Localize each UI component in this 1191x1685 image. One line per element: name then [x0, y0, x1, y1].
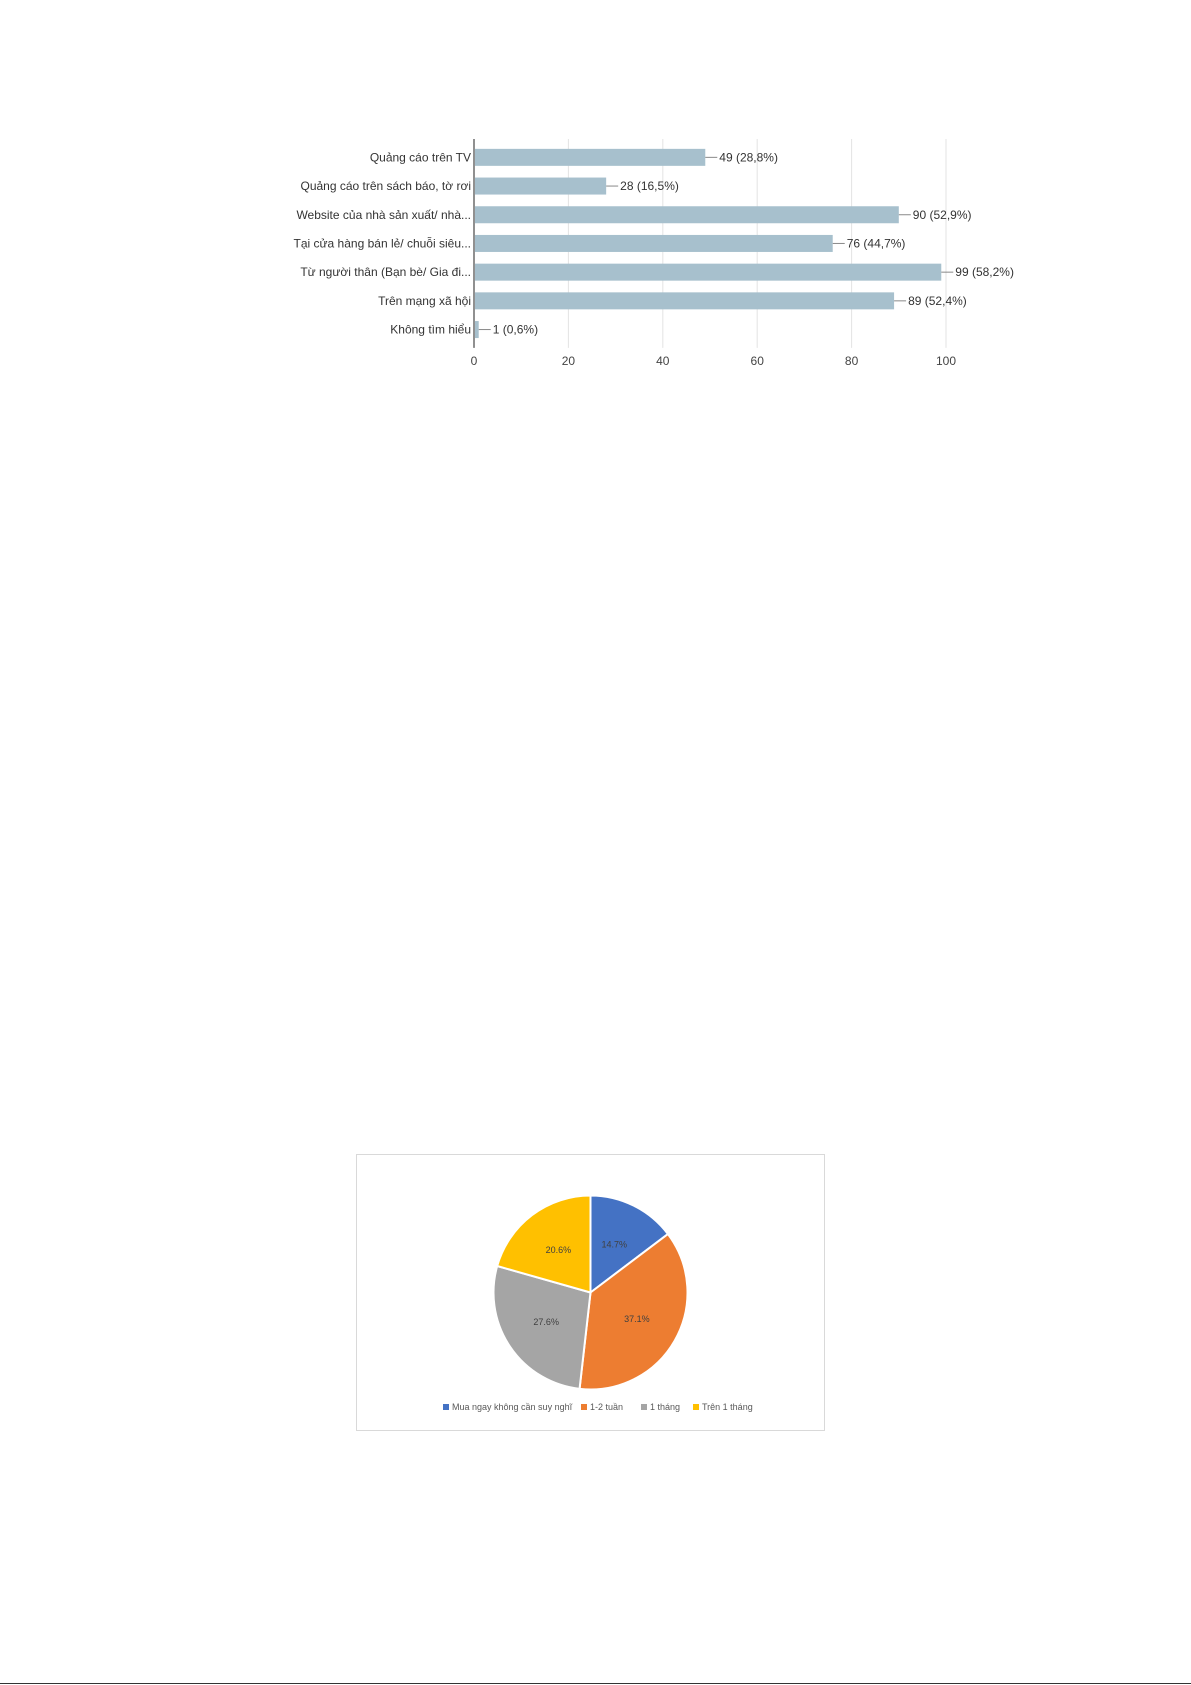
category-label: Tại cửa hàng bán lẻ/ chuỗi siêu... — [294, 235, 471, 250]
legend-swatch — [693, 1404, 699, 1410]
slice-data-label: 14.7% — [602, 1240, 628, 1250]
bar — [475, 292, 895, 310]
bar-chart-svg: 0 20 40 60 80 100 Quảng cáo trên TV 49 (28,8%) Q… — [294, 139, 1014, 368]
bar — [475, 177, 607, 195]
bar — [475, 321, 479, 339]
category-label: Không tìm hiểu — [390, 323, 471, 337]
data-label: 28 (16,5%) — [620, 179, 679, 193]
legend-swatch — [641, 1404, 647, 1410]
x-tick-label: 60 — [751, 354, 765, 368]
legend-label: Trên 1 tháng — [702, 1402, 753, 1412]
data-label: 90 (52,9%) — [913, 208, 972, 222]
legend-label: Mua ngay không cần suy nghĩ — [452, 1402, 573, 1412]
data-label: 49 (28,8%) — [719, 150, 778, 164]
slice-data-label: 37.1% — [624, 1314, 650, 1324]
slice-data-label: 20.6% — [546, 1245, 572, 1255]
bar — [475, 148, 706, 166]
category-label: Website của nhà sản xuất/ nhà... — [296, 208, 471, 222]
bar-chart: 0 20 40 60 80 100 Quảng cáo trên TV 49 (28,8%) Q… — [260, 130, 1020, 390]
bar — [475, 263, 942, 281]
x-tick-label: 0 — [471, 354, 478, 368]
slice-data-label: 27.6% — [533, 1317, 559, 1327]
legend-label: 1-2 tuần — [590, 1402, 623, 1412]
pie-slice — [495, 1194, 592, 1294]
pie-slice — [589, 1194, 670, 1295]
data-label: 76 (44,7%) — [847, 236, 906, 250]
bar — [475, 206, 899, 224]
x-tick-label: 100 — [936, 354, 956, 368]
pie-slice — [492, 1264, 592, 1390]
legend-swatch — [443, 1404, 449, 1410]
x-tick-label: 40 — [656, 354, 670, 368]
pie-slice — [578, 1232, 689, 1391]
x-tick-label: 80 — [845, 354, 859, 368]
page-bottom-rule — [0, 1683, 1191, 1684]
data-label: 1 (0,6%) — [493, 323, 538, 337]
category-label: Quảng cáo trên sách báo, tờ rơi — [301, 179, 472, 193]
pie-chart-svg: 14.7% 37.1% 27.6% 20.6% Mua ngay không cần s… — [443, 1194, 753, 1412]
legend-label: 1 tháng — [650, 1402, 680, 1412]
pie-chart: 14.7% 37.1% 27.6% 20.6% Mua ngay không cần s… — [356, 1154, 825, 1431]
category-label: Từ người thân (Bạn bè/ Gia đi... — [300, 265, 471, 279]
category-label: Quảng cáo trên TV — [370, 150, 471, 164]
x-tick-label: 20 — [562, 354, 576, 368]
data-label: 89 (52,4%) — [908, 294, 967, 308]
data-label: 99 (58,2%) — [955, 265, 1014, 279]
legend-swatch — [581, 1404, 587, 1410]
bar — [475, 234, 833, 252]
category-label: Trên mạng xã hội — [378, 294, 471, 308]
